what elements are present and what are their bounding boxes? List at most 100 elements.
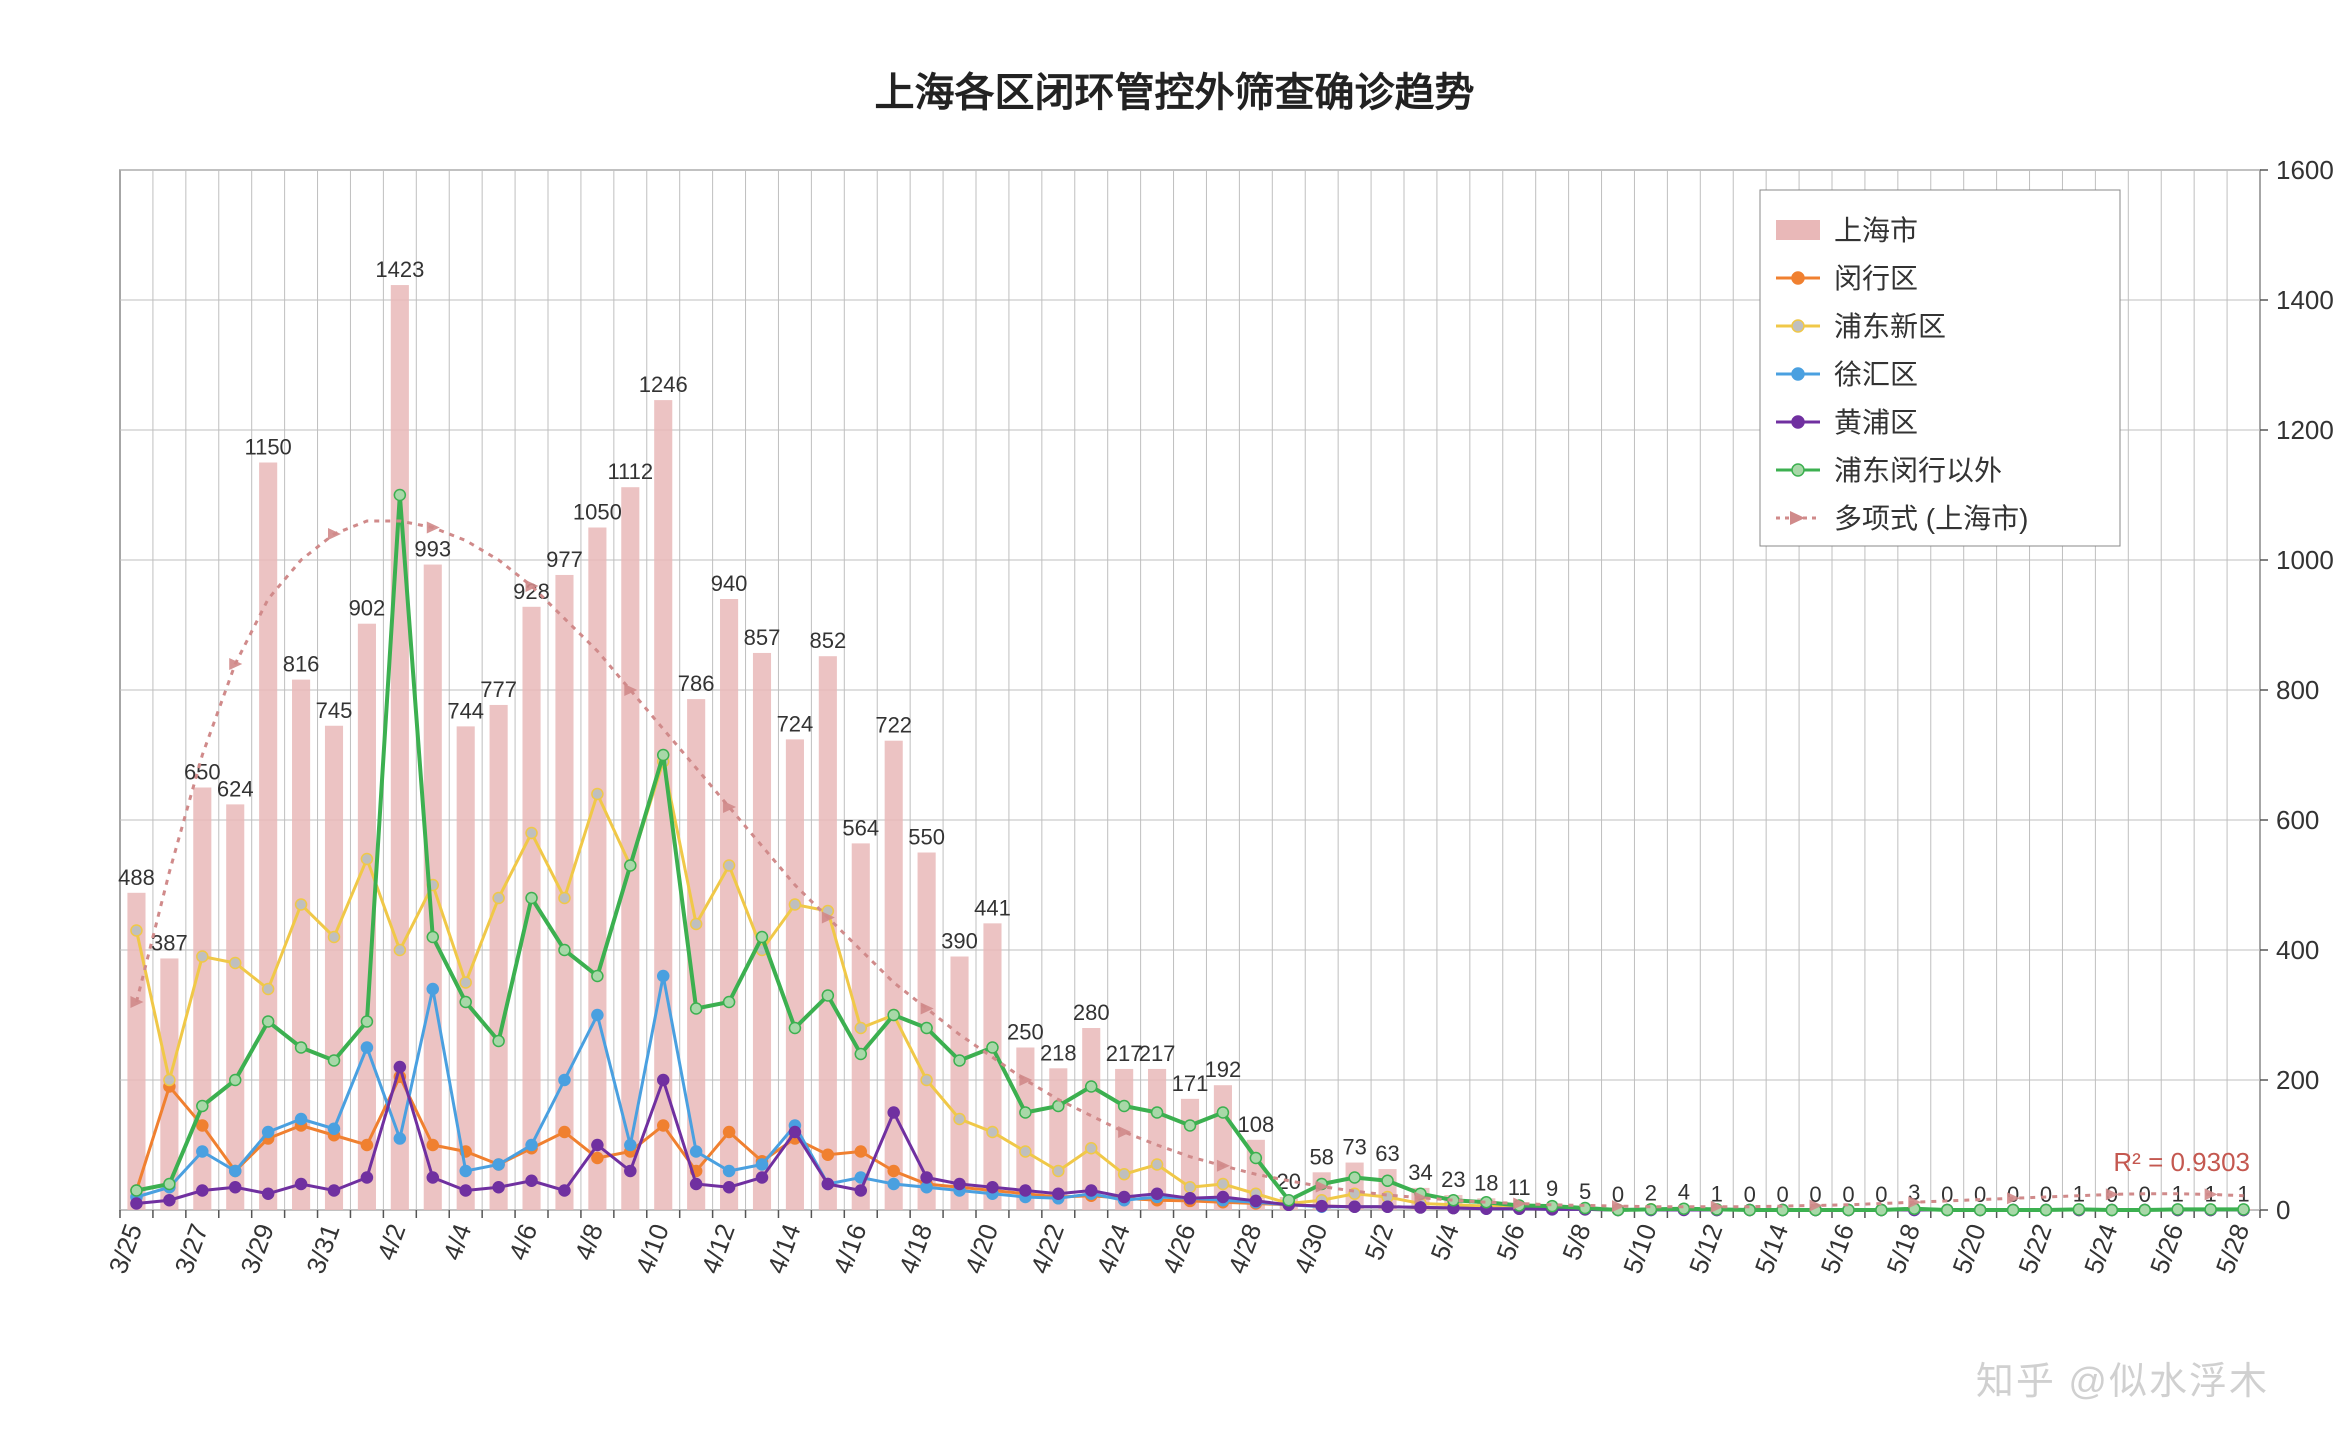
svg-text:23: 23 [1441, 1167, 1465, 1192]
legend-label: 浦东闵行以外 [1834, 455, 2002, 486]
svg-text:4/22: 4/22 [1024, 1220, 1070, 1278]
svg-text:852: 852 [809, 628, 846, 653]
svg-text:4/30: 4/30 [1288, 1220, 1334, 1278]
svg-text:4/28: 4/28 [1222, 1220, 1268, 1278]
svg-text:745: 745 [316, 698, 353, 723]
svg-text:5/16: 5/16 [1815, 1220, 1861, 1278]
svg-text:390: 390 [941, 929, 978, 954]
legend-label: 徐汇区 [1834, 359, 1918, 390]
svg-text:4/6: 4/6 [503, 1220, 544, 1264]
svg-text:4/2: 4/2 [371, 1220, 412, 1264]
svg-text:1600: 1600 [2276, 160, 2334, 185]
svg-text:1423: 1423 [375, 257, 424, 282]
svg-text:564: 564 [842, 815, 879, 840]
svg-text:488: 488 [118, 865, 155, 890]
svg-text:977: 977 [546, 547, 583, 572]
svg-text:3/31: 3/31 [300, 1220, 346, 1278]
svg-text:4/16: 4/16 [827, 1220, 873, 1278]
svg-text:993: 993 [414, 537, 451, 562]
svg-text:2: 2 [1645, 1181, 1657, 1206]
svg-text:4/4: 4/4 [437, 1220, 478, 1264]
svg-text:387: 387 [151, 930, 188, 955]
svg-text:902: 902 [349, 596, 386, 621]
svg-text:3/29: 3/29 [234, 1220, 280, 1278]
svg-text:11: 11 [1508, 1175, 1531, 1200]
svg-text:5/12: 5/12 [1683, 1220, 1729, 1278]
legend-label: 浦东新区 [1834, 311, 1946, 342]
svg-text:218: 218 [1040, 1040, 1077, 1065]
svg-text:58: 58 [1309, 1144, 1333, 1169]
svg-text:0: 0 [2040, 1182, 2052, 1207]
svg-text:5/26: 5/26 [2144, 1220, 2190, 1278]
svg-text:217: 217 [1106, 1041, 1143, 1066]
chart-svg: 020040060080010001200140016003/253/273/2… [90, 160, 2349, 1340]
svg-text:0: 0 [1941, 1182, 1953, 1207]
svg-text:0: 0 [2276, 1195, 2290, 1225]
svg-text:1400: 1400 [2276, 285, 2334, 315]
svg-text:928: 928 [513, 579, 550, 604]
svg-text:5/6: 5/6 [1490, 1220, 1531, 1264]
svg-text:1: 1 [2237, 1181, 2249, 1206]
svg-text:400: 400 [2276, 935, 2319, 965]
svg-text:5: 5 [1579, 1179, 1591, 1204]
svg-text:5/8: 5/8 [1556, 1220, 1597, 1264]
svg-text:250: 250 [1007, 1020, 1044, 1045]
svg-text:550: 550 [908, 825, 945, 850]
svg-text:857: 857 [744, 625, 781, 650]
legend: 上海市闵行区浦东新区徐汇区黄浦区浦东闵行以外多项式 (上海市) [1760, 190, 2120, 546]
svg-text:171: 171 [1172, 1071, 1209, 1096]
svg-text:34: 34 [1408, 1160, 1432, 1185]
svg-text:1150: 1150 [244, 435, 291, 460]
svg-text:777: 777 [480, 677, 517, 702]
svg-text:18: 18 [1474, 1170, 1498, 1195]
svg-text:724: 724 [777, 711, 814, 736]
chart-container: 上海各区闭环管控外筛查确诊趋势 020040060080010001200140… [0, 0, 2349, 1443]
svg-text:786: 786 [678, 671, 715, 696]
svg-text:650: 650 [184, 760, 221, 785]
svg-text:3/25: 3/25 [103, 1220, 149, 1278]
svg-text:4/10: 4/10 [629, 1220, 675, 1278]
svg-text:800: 800 [2276, 675, 2319, 705]
legend-label: 上海市 [1834, 215, 1918, 246]
svg-text:9: 9 [1546, 1176, 1558, 1201]
svg-text:4/14: 4/14 [761, 1220, 807, 1278]
svg-text:1200: 1200 [2276, 415, 2334, 445]
r2-label: R² = 0.9303 [2113, 1147, 2250, 1177]
svg-text:1246: 1246 [639, 372, 688, 397]
svg-text:0: 0 [1776, 1182, 1788, 1207]
svg-text:3/27: 3/27 [168, 1220, 214, 1278]
svg-text:0: 0 [1842, 1182, 1854, 1207]
svg-text:5/22: 5/22 [2012, 1220, 2058, 1278]
svg-text:4/18: 4/18 [893, 1220, 939, 1278]
svg-text:200: 200 [2276, 1065, 2319, 1095]
svg-text:4/24: 4/24 [1090, 1220, 1136, 1278]
chart-title: 上海各区闭环管控外筛查确诊趋势 [0, 60, 2349, 118]
svg-text:4/20: 4/20 [959, 1220, 1005, 1278]
svg-text:1112: 1112 [607, 459, 653, 484]
svg-text:0: 0 [1744, 1182, 1756, 1207]
svg-text:5/20: 5/20 [1946, 1220, 1992, 1278]
svg-text:4/26: 4/26 [1156, 1220, 1202, 1278]
svg-text:5/24: 5/24 [2078, 1220, 2124, 1278]
svg-text:722: 722 [875, 713, 912, 738]
svg-text:5/28: 5/28 [2210, 1220, 2256, 1278]
svg-text:600: 600 [2276, 805, 2319, 835]
svg-text:1000: 1000 [2276, 545, 2334, 575]
legend-label: 闵行区 [1834, 263, 1918, 294]
svg-text:1: 1 [2073, 1181, 2085, 1206]
svg-text:624: 624 [217, 776, 254, 801]
svg-text:4: 4 [1678, 1179, 1690, 1204]
svg-text:73: 73 [1342, 1135, 1366, 1160]
svg-text:5/14: 5/14 [1749, 1220, 1795, 1278]
svg-text:5/2: 5/2 [1359, 1220, 1400, 1264]
svg-text:0: 0 [1974, 1182, 1986, 1207]
legend-label: 多项式 (上海市) [1834, 503, 2028, 534]
svg-text:5/10: 5/10 [1617, 1220, 1663, 1278]
watermark: 知乎 @似水浮木 [1976, 1350, 2269, 1405]
legend-label: 黄浦区 [1834, 407, 1918, 438]
svg-text:108: 108 [1237, 1112, 1274, 1137]
svg-text:217: 217 [1139, 1041, 1176, 1066]
svg-text:280: 280 [1073, 1000, 1110, 1025]
svg-text:192: 192 [1205, 1057, 1242, 1082]
svg-text:816: 816 [283, 652, 320, 677]
